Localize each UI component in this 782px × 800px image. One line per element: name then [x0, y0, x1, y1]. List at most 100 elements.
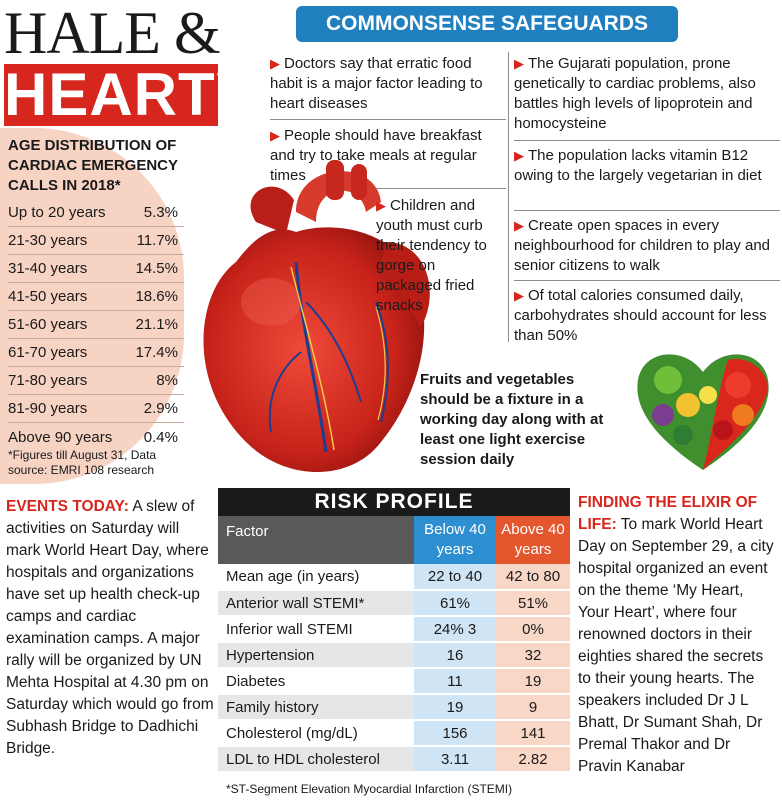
elixir-label: FINDING THE ELIXIR OF LIFE: — [578, 494, 758, 533]
fruit-vegetable-heart-icon — [637, 354, 769, 470]
risk-factor: Anterior wall STEMI* — [218, 590, 414, 617]
events-today-label: EVENTS TODAY: — [6, 498, 129, 515]
safeguard-bullet: ▶ Of total calories consumed daily, carbo… — [514, 287, 767, 344]
red-arrow-icon: ▶ — [514, 288, 524, 303]
risk-profile-title: RISK PROFILE — [218, 488, 570, 516]
risk-profile-table: Factor Below 40 years Above 40 years Mea… — [218, 516, 570, 773]
safeguard-bullet: ▶ Create open spaces in every neighbourho… — [514, 217, 771, 274]
risk-factor: Mean age (in years) — [218, 564, 414, 591]
events-today: EVENTS TODAY: A slew of activities on Sa… — [6, 496, 214, 760]
risk-above: 141 — [496, 720, 570, 747]
risk-above: 2.82 — [496, 746, 570, 773]
risk-below: 22 to 40 — [414, 564, 496, 591]
age-row: 81-90 years 2.9% — [8, 395, 184, 423]
risk-header-below: Below 40 years — [414, 516, 496, 564]
red-arrow-icon: ▶ — [514, 218, 524, 233]
divider — [514, 280, 780, 281]
safeguard-bullet: ▶ People should have breakfast and try to… — [270, 127, 482, 184]
table-row: Hypertension 16 32 — [218, 642, 570, 669]
commonsense-safeguards-banner: COMMONSENSE SAFEGUARDS — [296, 6, 678, 42]
divider — [514, 210, 780, 211]
age-row: 51-60 years 21.1% — [8, 311, 184, 339]
red-arrow-icon: ▶ — [270, 128, 280, 143]
divider — [508, 52, 509, 342]
age-pct: 0.4% — [143, 428, 178, 446]
risk-below: 16 — [414, 642, 496, 669]
age-range: 21-30 years — [8, 232, 88, 249]
risk-above: 51% — [496, 590, 570, 617]
red-arrow-icon: ▶ — [514, 148, 524, 163]
risk-factor: Cholesterol (mg/dL) — [218, 720, 414, 747]
anatomical-heart-icon — [203, 160, 430, 472]
age-row: Up to 20 years 5.3% — [8, 199, 184, 227]
table-row: Diabetes 11 19 — [218, 668, 570, 695]
table-row: Anterior wall STEMI* 61% 51% — [218, 590, 570, 617]
age-pct: 14.5% — [135, 260, 178, 277]
age-distribution-table: Up to 20 years 5.3% 21-30 years 11.7% 31-4… — [8, 199, 184, 451]
age-row: 71-80 years 8% — [8, 367, 184, 395]
title-hearty: HEARTY — [4, 61, 257, 128]
risk-above: 0% — [496, 616, 570, 643]
safeguard-bullet: ▶ The Gujarati population, prone genetica… — [514, 55, 756, 132]
risk-above: 42 to 80 — [496, 564, 570, 591]
finding-elixir: FINDING THE ELIXIR OF LIFE: To mark Worl… — [578, 492, 778, 778]
age-range: 51-60 years — [8, 316, 88, 333]
risk-below: 61% — [414, 590, 496, 617]
table-row: LDL to HDL cholesterol 3.11 2.82 — [218, 746, 570, 773]
risk-below: 24% 3 — [414, 616, 496, 643]
age-range: 41-50 years — [8, 288, 88, 305]
red-arrow-icon: ▶ — [514, 56, 524, 71]
elixir-text: To mark World Heart Day on September 29,… — [578, 516, 774, 775]
events-today-text: A slew of activities on Saturday will ma… — [6, 498, 214, 757]
age-pct: 21.1% — [135, 316, 178, 333]
risk-below: 3.11 — [414, 746, 496, 773]
table-row: Family history 19 9 — [218, 694, 570, 721]
age-pct: 5.3% — [143, 204, 178, 221]
age-row: 31-40 years 14.5% — [8, 255, 184, 283]
age-range: 81-90 years — [8, 400, 88, 417]
risk-above: 32 — [496, 642, 570, 669]
age-pct: 17.4% — [135, 344, 178, 361]
title-hale: HALE & — [4, 0, 221, 66]
safeguard-bullet: ▶ Doctors say that erratic food habit is … — [270, 55, 483, 112]
risk-below: 156 — [414, 720, 496, 747]
age-pct: 11.7% — [136, 232, 178, 249]
age-range: 31-40 years — [8, 260, 88, 277]
table-row: Cholesterol (mg/dL) 156 141 — [218, 720, 570, 747]
age-distribution-heading: AGE DISTRIBUTION OF CARDIAC EMERGENCY CA… — [8, 137, 178, 194]
risk-above: 19 — [496, 668, 570, 695]
red-arrow-icon: ▶ — [270, 56, 280, 71]
age-range: 71-80 years — [8, 372, 88, 389]
table-row: Mean age (in years) 22 to 40 42 to 80 — [218, 564, 570, 591]
divider — [376, 188, 506, 189]
age-range: Above 90 years — [8, 428, 113, 446]
risk-below: 11 — [414, 668, 496, 695]
divider — [270, 119, 506, 120]
safeguard-bullet: ▶ The population lacks vitamin B12 owing … — [514, 147, 762, 184]
age-distribution-panel — [0, 128, 184, 484]
risk-below: 19 — [414, 694, 496, 721]
age-row: 21-30 years 11.7% — [8, 227, 184, 255]
age-row: 61-70 years 17.4% — [8, 339, 184, 367]
risk-profile-footnote: *ST-Segment Elevation Myocardial Infarct… — [226, 782, 513, 796]
risk-factor: Hypertension — [218, 642, 414, 669]
red-arrow-icon: ▶ — [376, 198, 386, 213]
risk-header-row: Factor Below 40 years Above 40 years — [218, 516, 570, 564]
age-range: 61-70 years — [8, 344, 88, 361]
age-pct: 8% — [156, 372, 178, 389]
risk-factor: Inferior wall STEMI — [218, 616, 414, 643]
age-row: Above 90 years 0.4% — [8, 423, 184, 451]
age-range: Up to 20 years — [8, 204, 106, 221]
age-pct: 2.9% — [143, 400, 178, 417]
divider — [514, 140, 780, 141]
risk-header-above: Above 40 years — [496, 516, 570, 564]
fruits-vegetables-note: Fruits and vegetables should be a fixtur… — [420, 371, 604, 468]
risk-factor: Diabetes — [218, 668, 414, 695]
risk-above: 9 — [496, 694, 570, 721]
risk-header-factor: Factor — [218, 516, 414, 564]
age-pct: 18.6% — [135, 288, 178, 305]
table-row: Inferior wall STEMI 24% 3 0% — [218, 616, 570, 643]
risk-factor: LDL to HDL cholesterol — [218, 746, 414, 773]
age-distribution-note: *Figures till August 31, Data source: EM… — [8, 448, 157, 477]
safeguard-bullet: ▶ Children and youth must curb their tend… — [376, 197, 487, 314]
